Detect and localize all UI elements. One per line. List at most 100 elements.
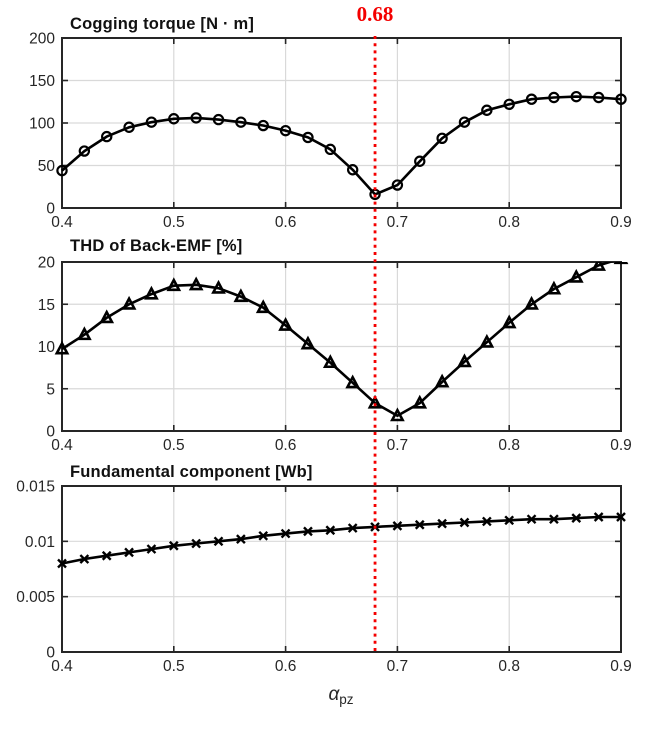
x-axis-label-subscript: pz [339,692,354,707]
y-tick-label: 20 [38,255,56,272]
y-tick-label: 0.01 [25,534,55,551]
triangle-marker [76,326,92,341]
x-marker [213,536,224,547]
x-marker [616,512,626,522]
cogging-torque-title: Cogging torque [N · m] [70,15,255,33]
triangle-marker [54,340,70,355]
circle-marker [525,93,538,105]
x-tick-label: 0.4 [51,658,73,675]
thd-back-emf-plot: 0.4 0.5 0.6 0.7 0.8 0.9 0 5 10 15 20 [38,255,632,455]
x-tick-label: 0.8 [498,437,520,454]
circle-marker [190,112,202,124]
y-tick-label: 100 [29,116,55,133]
x-axis-label-symbol: α [328,684,340,705]
triangle-marker [345,374,361,389]
thd-back-emf-series [61,262,615,418]
x-tick-label: 0.4 [51,437,73,454]
axes-box [61,485,622,653]
y-tick-label: 0.015 [16,479,55,496]
x-tick-label: 0.9 [610,658,632,675]
x-marker [392,520,403,531]
x-marker [571,513,582,523]
x-marker [101,550,112,561]
triangle-marker [457,353,472,368]
triangle-marker [188,276,204,291]
y-tick-label: 0 [46,424,55,441]
circle-marker [414,155,426,167]
triangle-marker [546,280,562,295]
x-marker [57,558,67,569]
x-tick-label: 0.7 [387,658,409,675]
y-tick-label: 10 [38,339,56,356]
fundamental-component-plot: 0.4 0.5 0.6 0.7 0.8 0.9 0 0.005 0.01 0.015 [16,479,632,676]
x-tick-label: 0.9 [610,437,632,454]
x-tick-label: 0.4 [51,214,73,231]
triangle-marker [367,394,383,409]
y-tick-label: 0 [46,645,55,662]
x-marker [325,525,336,536]
triangle-marker [300,335,316,350]
fundamental-component-series [61,515,621,565]
x-tick-label: 0.6 [275,214,297,231]
x-marker [236,534,246,544]
x-marker [526,514,537,525]
triangle-marker [144,285,159,300]
x-marker [459,517,470,528]
x-tick-label: 0.5 [163,658,185,675]
x-tick-label: 0.7 [387,214,409,231]
triangle-marker [322,354,338,369]
x-marker [303,526,313,537]
triangle-marker [99,309,115,324]
circle-marker [56,164,68,177]
x-marker [79,554,90,564]
circle-marker [145,116,158,128]
circle-marker [615,93,627,105]
circle-marker [458,116,471,128]
triangle-marker [121,295,137,310]
circle-marker [436,132,448,144]
triangle-marker [613,262,629,265]
y-tick-label: 50 [38,158,56,175]
optimum-value-annotation: 0.68 [356,2,394,26]
circle-marker [279,124,292,137]
y-tick-label: 0.005 [16,589,55,606]
circle-marker [235,116,247,128]
circle-marker [481,104,493,116]
cogging-torque-plot: 0.4 0.5 0.6 0.7 0.8 0.9 0 50 100 150 200 [29,31,632,232]
x-tick-label: 0.8 [498,658,520,675]
y-tick-label: 5 [46,381,55,398]
x-marker [504,515,515,526]
x-tick-label: 0.8 [498,214,520,231]
circle-marker [168,113,180,125]
triangle-marker [479,333,495,348]
x-marker [168,540,179,551]
circle-marker [548,91,560,104]
circle-marker [257,119,269,132]
x-tick-label: 0.6 [275,437,297,454]
x-marker [258,530,269,541]
circle-marker [391,179,404,191]
triangle-marker [434,373,450,388]
x-axis-label: αpz [328,684,354,707]
triangle-marker [278,317,293,331]
x-tick-label: 0.6 [275,658,297,675]
x-marker [593,512,604,522]
x-tick-label: 0.5 [163,437,185,454]
fundamental-component-title: Fundamental component [Wb] [70,463,313,481]
x-marker [191,538,202,549]
thd-back-emf-title: THD of Back-EMF [%] [70,237,243,255]
circle-marker [212,113,225,126]
triangle-marker [390,407,405,422]
triangle-marker [255,299,271,314]
triangle-marker [568,268,584,283]
x-marker [414,519,425,530]
x-tick-label: 0.5 [163,214,185,231]
triangle-marker [233,288,249,303]
triangle-marker [211,279,226,294]
circle-marker [570,90,582,103]
circle-marker [324,143,337,156]
x-tick-label: 0.7 [387,437,409,454]
circle-marker [101,130,113,143]
